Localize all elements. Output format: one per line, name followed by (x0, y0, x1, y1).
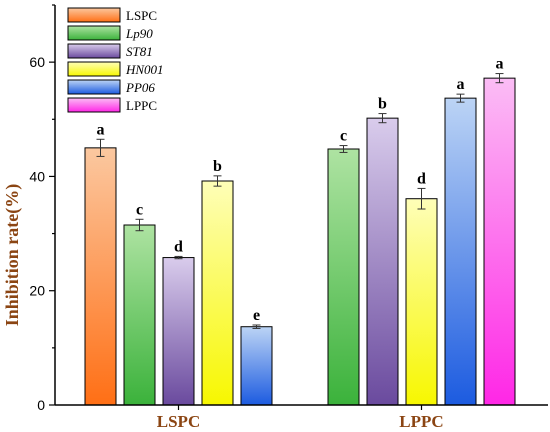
axes: 0 20 40 60 LSPC LPPC (29, 4, 548, 431)
legend-label: HN001 (125, 62, 164, 77)
bar-st81-lppc (366, 117, 399, 406)
bar-lspc-lspc (84, 147, 117, 406)
significance-letter: a (496, 56, 504, 73)
legend: LSPC Lp90 ST81 HN001 PP06 LPPC (67, 7, 164, 113)
bar-lp90-lppc (327, 148, 360, 406)
significance-letter: a (457, 76, 465, 93)
legend-swatch (67, 79, 121, 95)
significance-letter: b (213, 158, 222, 175)
y-tick-label: 60 (29, 54, 45, 70)
legend-swatch (67, 25, 121, 41)
legend-label: ST81 (126, 44, 153, 59)
significance-letter: d (417, 170, 426, 187)
x-category-label: LSPC (157, 412, 200, 431)
bar-hn001-lspc (201, 180, 234, 406)
y-tick-label: 0 (37, 397, 45, 413)
bar-pp06-lspc (240, 326, 273, 406)
significance-letter: a (97, 121, 105, 138)
y-tick-label: 40 (29, 168, 45, 184)
significance-letter: b (378, 96, 387, 113)
significance-letter: e (253, 307, 260, 324)
bar-st81-lspc (162, 257, 195, 406)
bar-pp06-lppc (444, 97, 477, 406)
plot-area: a c d b e c b d a a (84, 56, 516, 406)
bar-lp90-lspc (123, 224, 156, 406)
legend-swatch (67, 97, 121, 113)
y-axis-label: Inhibition rate(%) (2, 184, 23, 327)
significance-letter: d (174, 238, 183, 255)
legend-swatch (67, 61, 121, 77)
significance-letter: c (136, 201, 143, 218)
x-category-label: LPPC (399, 412, 443, 431)
bar-lppc-lppc (483, 77, 516, 406)
legend-label: Lp90 (125, 26, 153, 41)
legend-label: LSPC (126, 8, 157, 23)
legend-label: LPPC (126, 98, 157, 113)
significance-letter: c (340, 128, 347, 145)
legend-swatch (67, 7, 121, 23)
y-tick-label: 20 (29, 283, 45, 299)
bar-hn001-lppc (405, 198, 438, 406)
legend-label: PP06 (125, 80, 155, 95)
legend-swatch (67, 43, 121, 59)
